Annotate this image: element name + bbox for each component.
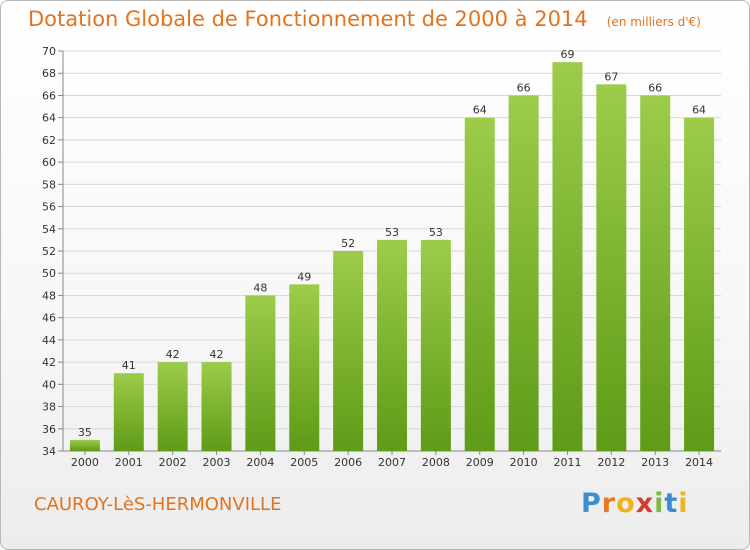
- x-tick-label: 2011: [553, 456, 581, 469]
- y-tick-label: 34: [42, 445, 56, 458]
- x-tick-label: 2014: [685, 456, 713, 469]
- logo-letter: x: [635, 488, 655, 519]
- bar: [333, 251, 364, 451]
- bar-value-label: 66: [648, 81, 662, 94]
- y-tick-label: 50: [42, 267, 56, 280]
- bar: [289, 284, 320, 451]
- y-tick-label: 60: [42, 156, 56, 169]
- logo-letter: o: [616, 488, 636, 519]
- bar: [201, 362, 232, 451]
- bar: [113, 373, 144, 451]
- x-tick-label: 2003: [203, 456, 231, 469]
- bar: [245, 295, 276, 451]
- bar: [508, 95, 539, 451]
- bar-value-label: 64: [692, 104, 706, 117]
- logo-letter: i: [654, 488, 665, 519]
- chart-title-block: Dotation Globale de Fonctionnement de 20…: [28, 7, 701, 31]
- commune-name: CAUROY-LèS-HERMONVILLE: [34, 494, 282, 515]
- y-tick-label: 66: [42, 89, 56, 102]
- x-tick-label: 2012: [597, 456, 625, 469]
- bar-value-label: 42: [166, 348, 180, 361]
- chart-unit: (en milliers d'€): [606, 15, 701, 29]
- proxiti-logo: Proxiti: [581, 488, 689, 519]
- x-tick-label: 2000: [71, 456, 99, 469]
- x-tick-label: 2001: [115, 456, 143, 469]
- y-tick-label: 58: [42, 178, 56, 191]
- bar: [684, 117, 715, 452]
- y-tick-label: 52: [42, 245, 56, 258]
- bar-value-label: 67: [604, 70, 618, 83]
- bar-value-label: 64: [473, 104, 487, 117]
- bar-value-label: 69: [560, 48, 574, 61]
- x-tick-label: 2005: [290, 456, 318, 469]
- x-tick-label: 2007: [378, 456, 406, 469]
- y-tick-label: 70: [42, 45, 56, 58]
- y-tick-label: 56: [42, 201, 56, 214]
- bar: [69, 439, 100, 451]
- bar-value-label: 66: [517, 81, 531, 94]
- y-tick-label: 62: [42, 134, 56, 147]
- x-tick-label: 2008: [422, 456, 450, 469]
- bar-value-label: 41: [122, 359, 136, 372]
- bar-value-label: 49: [297, 270, 311, 283]
- bar: [464, 117, 495, 452]
- x-tick-label: 2006: [334, 456, 362, 469]
- y-tick-label: 64: [42, 112, 56, 125]
- bar-value-label: 42: [210, 348, 224, 361]
- bar: [552, 62, 583, 451]
- logo-letter: r: [601, 488, 617, 519]
- chart-title: Dotation Globale de Fonctionnement de 20…: [28, 7, 588, 31]
- bar: [157, 362, 188, 451]
- y-tick-label: 44: [42, 334, 56, 347]
- y-tick-label: 46: [42, 312, 56, 325]
- bar: [377, 239, 407, 451]
- bar-value-label: 53: [429, 226, 443, 239]
- y-tick-label: 40: [42, 378, 56, 391]
- bar-value-label: 52: [341, 237, 355, 250]
- y-tick-label: 54: [42, 223, 56, 236]
- bar: [640, 95, 671, 451]
- x-tick-label: 2010: [510, 456, 538, 469]
- bar: [420, 239, 451, 451]
- logo-letter: t: [664, 488, 679, 519]
- bar-value-label: 53: [385, 226, 399, 239]
- bar-value-label: 35: [78, 426, 92, 439]
- y-tick-label: 48: [42, 289, 56, 302]
- y-tick-label: 68: [42, 67, 56, 80]
- y-tick-label: 38: [42, 401, 56, 414]
- bar: [596, 84, 627, 451]
- logo-letter: i: [678, 488, 689, 519]
- x-tick-label: 2002: [159, 456, 187, 469]
- x-tick-label: 2009: [466, 456, 494, 469]
- y-tick-label: 36: [42, 423, 56, 436]
- bar-value-label: 48: [253, 281, 267, 294]
- x-tick-label: 2004: [246, 456, 274, 469]
- y-tick-label: 42: [42, 356, 56, 369]
- logo-letter: P: [581, 488, 602, 519]
- x-tick-label: 2013: [641, 456, 669, 469]
